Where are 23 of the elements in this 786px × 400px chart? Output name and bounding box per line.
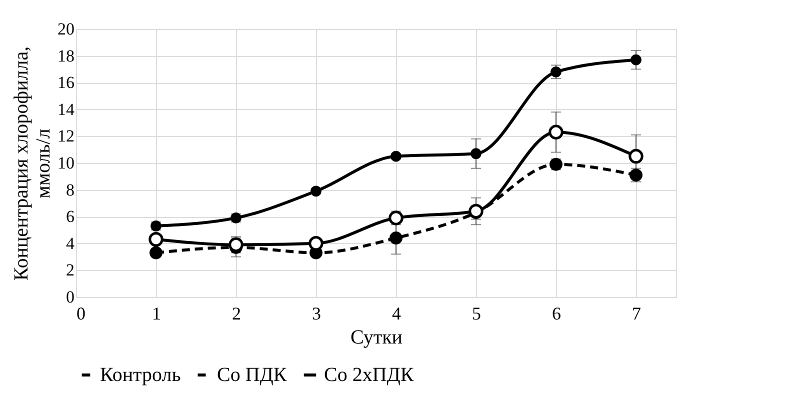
legend-label: Контроль: [100, 364, 181, 386]
y-axis-title: Концентрация хлорофилла, ммоль/л: [10, 46, 54, 281]
y-tick-label: 6: [66, 207, 74, 226]
y-tick-label: 0: [66, 288, 74, 306]
x-tick-label: 3: [312, 304, 321, 324]
x-tick-label: 7: [632, 304, 641, 324]
y-tick-label: 4: [66, 234, 75, 253]
y-tick-label: 8: [66, 180, 74, 200]
x-tick-label: 2: [232, 304, 241, 324]
x-tick-label: 1: [152, 304, 161, 324]
y-tick-label: 14: [58, 100, 75, 119]
y-tick-label: 2: [66, 260, 74, 280]
legend-label: Co 2хПДК: [324, 364, 414, 386]
x-axis-title: Сутки: [350, 326, 403, 348]
y-tick-label: 12: [58, 126, 74, 146]
x-tick-label: 4: [392, 304, 401, 324]
legend-label: Co ПДК: [217, 364, 288, 386]
y-tick-label: 18: [58, 46, 74, 66]
x-tick-label: 5: [472, 304, 481, 324]
x-tick-label: 6: [552, 304, 561, 324]
y-tick-label: 16: [58, 73, 74, 92]
y-tick-label: 10: [58, 154, 74, 172]
y-tick-label: 20: [58, 20, 74, 38]
